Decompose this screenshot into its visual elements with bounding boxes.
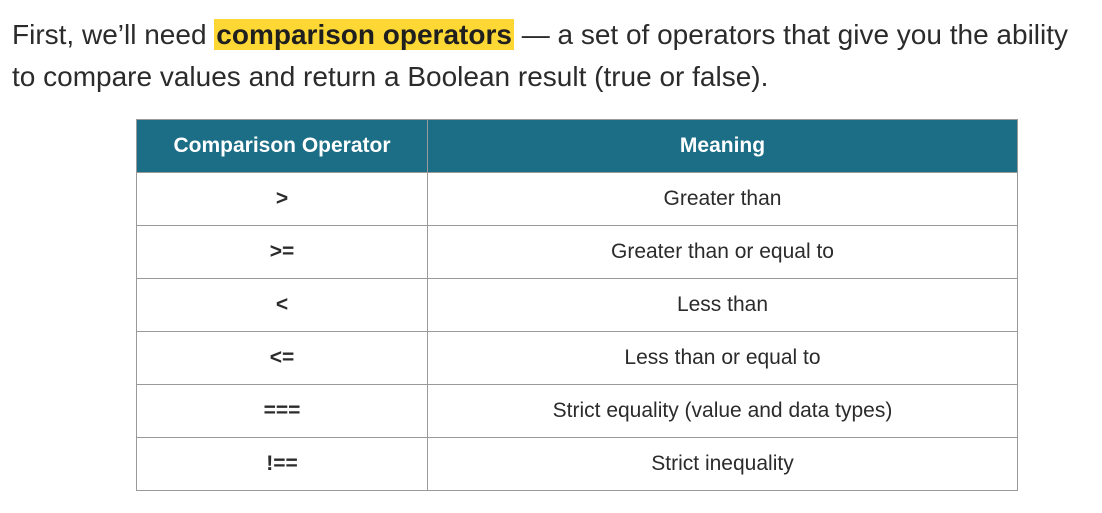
meaning-cell: Greater than or equal to <box>427 225 1018 279</box>
table-header-row: Comparison Operator Meaning <box>136 119 1018 173</box>
meaning-cell: Greater than <box>427 172 1018 226</box>
operator-cell: === <box>136 384 428 438</box>
column-header-operator: Comparison Operator <box>136 119 428 173</box>
intro-text-after: — a set of operators that give you the a… <box>12 19 1069 92</box>
table-row: <= Less than or equal to <box>136 331 1018 385</box>
comparison-operators-table: Comparison Operator Meaning > Greater th… <box>136 119 1018 491</box>
meaning-cell: Less than <box>427 278 1018 332</box>
intro-paragraph: First, we’ll need comparison operators —… <box>12 14 1092 98</box>
table-row: !== Strict inequality <box>136 437 1018 491</box>
operator-cell: > <box>136 172 428 226</box>
meaning-cell: Strict equality (value and data types) <box>427 384 1018 438</box>
operator-cell: >= <box>136 225 428 279</box>
table-row: === Strict equality (value and data type… <box>136 384 1018 438</box>
intro-text-before: First, we’ll need <box>12 19 215 50</box>
operator-cell: <= <box>136 331 428 385</box>
operator-cell: < <box>136 278 428 332</box>
table-row: > Greater than <box>136 172 1018 226</box>
meaning-cell: Less than or equal to <box>427 331 1018 385</box>
column-header-meaning: Meaning <box>427 119 1018 173</box>
operator-cell: !== <box>136 437 428 491</box>
table-row: < Less than <box>136 278 1018 332</box>
meaning-cell: Strict inequality <box>427 437 1018 491</box>
table-row: >= Greater than or equal to <box>136 225 1018 279</box>
highlighted-term: comparison operators <box>214 19 514 50</box>
